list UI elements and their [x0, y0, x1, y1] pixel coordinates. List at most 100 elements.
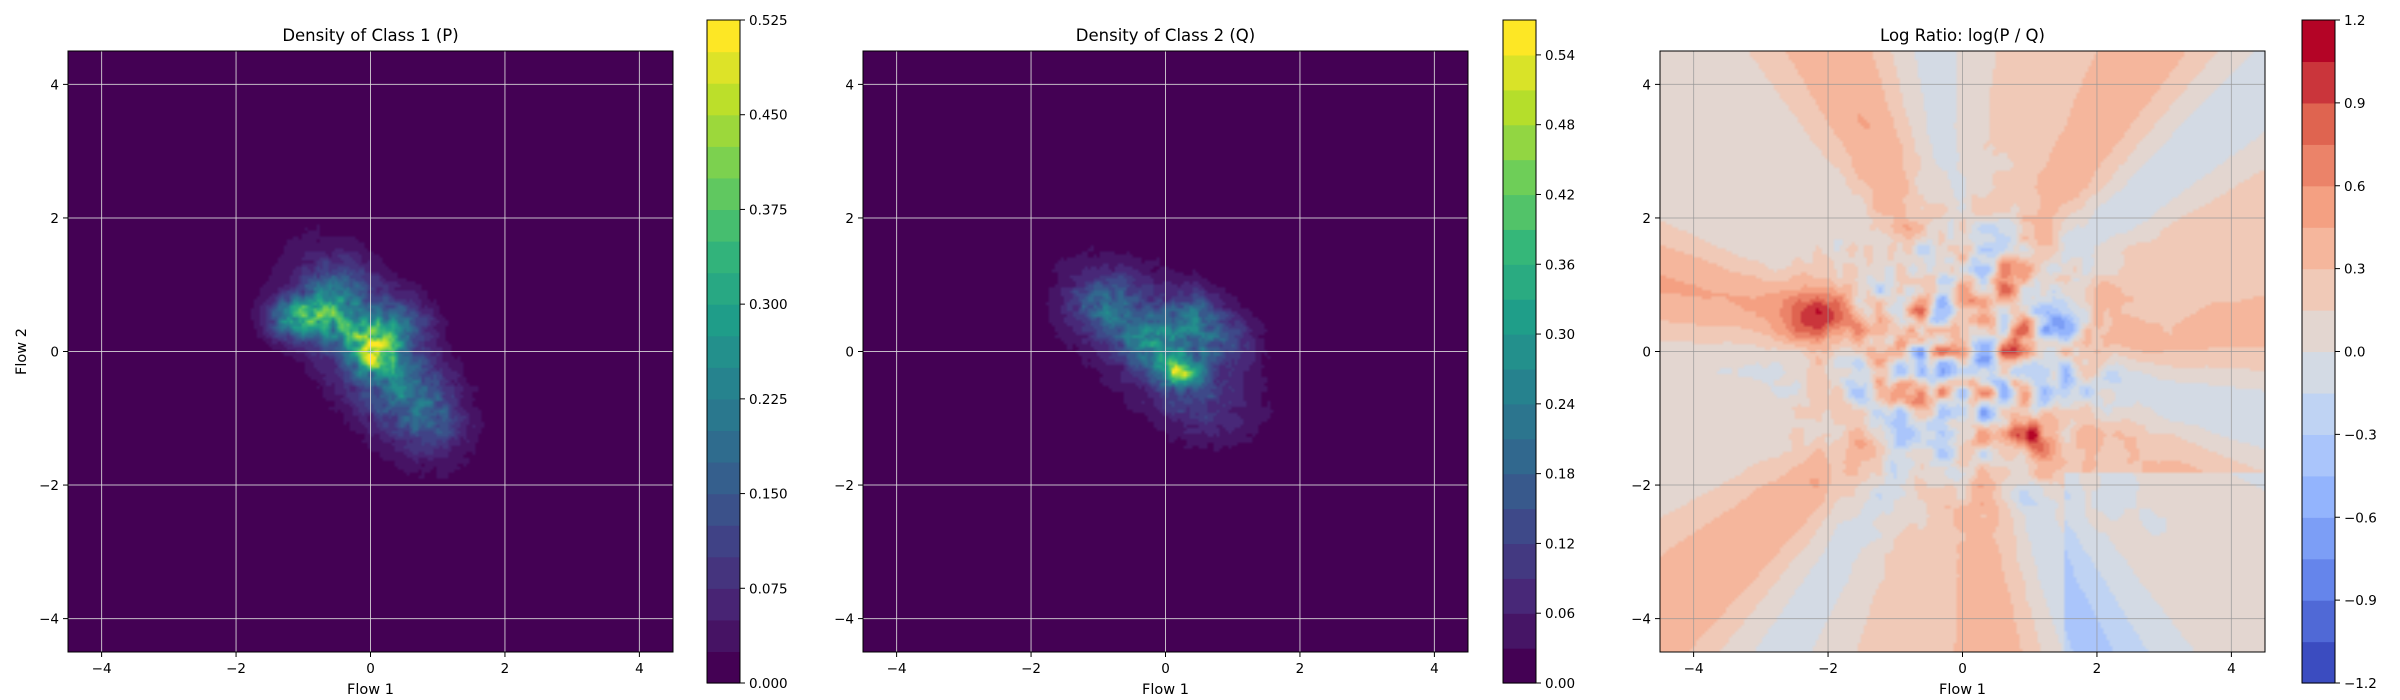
colorbar-tick-label: 0.36	[1545, 257, 1575, 273]
colorbar-band	[707, 272, 740, 305]
colorbar-tick-label: 0.54	[1545, 48, 1575, 64]
y-tick-label: −4	[39, 612, 59, 628]
colorbar-tick-label: 0.375	[749, 202, 788, 218]
colorbar-band	[1503, 438, 1536, 475]
colorbar-tick-label: 0.000	[749, 676, 788, 692]
colorbar-band	[707, 493, 740, 526]
y-tick-label: 0	[845, 345, 854, 361]
x-tick-label: 0	[366, 661, 375, 677]
colorbar: 0.000 0.075 0.150 0.225 0.300 0.375 0.450 0.525	[706, 13, 788, 692]
colorbar-tick-label: 0.6	[2344, 179, 2365, 195]
colorbar-band	[1503, 54, 1536, 91]
colorbar-band	[707, 209, 740, 242]
y-tick-label: −2	[834, 478, 854, 494]
colorbar-tick-label: 0.12	[1545, 536, 1575, 552]
colorbar-band	[2302, 475, 2335, 518]
colorbar-band	[2302, 517, 2335, 560]
colorbar-band	[707, 146, 740, 179]
x-tick-label: 4	[635, 661, 644, 677]
x-tick-label: −2	[1818, 661, 1838, 677]
colorbar-tick-label: 0.0	[2344, 345, 2365, 361]
colorbar-band	[707, 177, 740, 211]
colorbar-band	[2302, 20, 2335, 63]
colorbar-tick-label: 1.2	[2344, 13, 2365, 29]
colorbar-band	[2302, 227, 2335, 270]
y-tick-label: 4	[1642, 77, 1651, 93]
colorbar-band	[2302, 61, 2335, 104]
subplot-2: −4 −2 0 2 4 −4 −2 0 2 4 Density of Class 2 (Q) Flow…	[834, 19, 1575, 698]
colorbar-band	[707, 651, 740, 684]
colorbar-band	[2302, 102, 2335, 145]
colorbar-tick-label: −0.3	[2344, 427, 2377, 443]
colorbar-band	[1503, 159, 1536, 196]
colorbar-tick-label: 0.525	[749, 13, 788, 29]
x-tick-label: −4	[887, 661, 907, 677]
colorbar-tick-label: 0.48	[1545, 118, 1575, 134]
x-tick-label: 4	[2227, 661, 2236, 677]
x-tick-label: −2	[226, 661, 246, 677]
colorbar-band	[1503, 334, 1536, 370]
colorbar-tick-label: 0.9	[2344, 96, 2365, 112]
colorbar-band	[1503, 578, 1536, 614]
colorbar-band	[2302, 434, 2335, 477]
colorbar-tick-label: −0.6	[2344, 510, 2377, 526]
colorbar-band	[707, 83, 740, 116]
colorbar: −1.2 −0.9 −0.6 −0.3 0.0 0.3 0.6 0.9 1.2	[2301, 13, 2377, 692]
x-tick-label: −2	[1021, 661, 1041, 677]
colorbar-frame	[1502, 19, 1537, 684]
subplot-1: −4 −2 0 2 4 −4 −2 0 2 4 Density of Class 1 (P) Flow…	[14, 13, 788, 698]
colorbar-band	[1503, 20, 1536, 56]
colorbar-tick-label: −1.2	[2344, 676, 2377, 692]
colorbar-band	[707, 525, 740, 558]
colorbar-band	[707, 367, 740, 400]
colorbar-band	[2302, 558, 2335, 601]
colorbar-band	[707, 556, 740, 589]
colorbar-band	[707, 619, 740, 653]
colorbar-band	[707, 335, 740, 368]
x-tick-label: −4	[1684, 661, 1704, 677]
y-tick-label: −2	[39, 478, 59, 494]
colorbar-band	[707, 462, 740, 495]
colorbar-tick-label: 0.225	[749, 392, 788, 408]
y-tick-label: 2	[50, 211, 59, 227]
colorbar-band	[707, 430, 740, 463]
y-axis-label: Flow 2	[14, 328, 30, 375]
y-tick-label: 4	[845, 77, 854, 93]
y-tick-label: −4	[834, 612, 854, 628]
colorbar-tick-label: 0.24	[1545, 397, 1575, 413]
x-tick-label: 0	[1958, 661, 1967, 677]
y-tick-label: 2	[1642, 211, 1651, 227]
colorbar-frame	[706, 19, 741, 684]
colorbar-band	[707, 304, 740, 337]
colorbar-band	[2302, 641, 2335, 684]
colorbar-band	[2302, 600, 2335, 643]
x-tick-label: 0	[1161, 661, 1170, 677]
colorbar-tick-label: 0.18	[1545, 467, 1575, 483]
colorbar-tick-label: 0.300	[749, 297, 788, 313]
colorbar-band	[1503, 194, 1536, 230]
y-tick-label: 4	[50, 77, 59, 93]
colorbar-band	[1503, 124, 1536, 161]
colorbar-band	[2302, 392, 2335, 435]
colorbar-tick-label: −0.9	[2344, 593, 2377, 609]
colorbar-band	[707, 588, 740, 621]
chart-title: Density of Class 1 (P)	[282, 26, 458, 45]
colorbar-band	[1503, 229, 1536, 265]
colorbar-band	[1503, 648, 1536, 684]
colorbar-tick-label: 0.42	[1545, 187, 1575, 203]
colorbar-band	[707, 114, 740, 147]
subplot-3: −4 −2 0 2 4 −4 −2 0 2 4 Log Ratio: log(P / Q) Flow …	[1631, 13, 2377, 698]
y-tick-label: 0	[1642, 345, 1651, 361]
colorbar-band	[707, 20, 740, 53]
colorbar-band	[1503, 403, 1536, 440]
colorbar-band	[2302, 268, 2335, 311]
chart-title: Log Ratio: log(P / Q)	[1880, 26, 2045, 45]
colorbar-tick-label: 0.150	[749, 487, 788, 503]
y-tick-label: −4	[1631, 612, 1651, 628]
colorbar-band	[707, 241, 740, 274]
colorbar-tick-label: 0.3	[2344, 262, 2365, 278]
colorbar-band	[2302, 185, 2335, 228]
y-tick-label: −2	[1631, 478, 1651, 494]
colorbar-tick-label: 0.30	[1545, 327, 1575, 343]
